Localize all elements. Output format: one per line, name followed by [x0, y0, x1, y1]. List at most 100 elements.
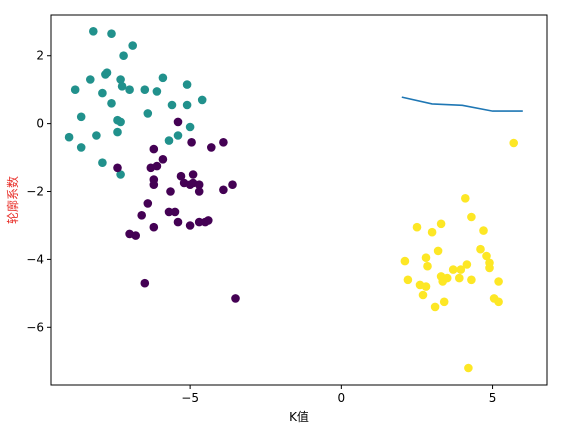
scatter-point-cluster-1: [158, 73, 168, 83]
scatter-point-cluster-1: [119, 51, 128, 60]
scatter-point-cluster-1: [125, 85, 134, 94]
scatter-point-cluster-2: [185, 180, 195, 189]
scatter-point-cluster-3: [448, 265, 458, 274]
scatter-point-cluster-3: [400, 256, 410, 266]
scatter-point-cluster-1: [140, 85, 150, 94]
scatter-point-cluster-1: [167, 100, 177, 110]
scatter-point-cluster-1: [86, 75, 95, 84]
scatter-point-cluster-2: [187, 138, 196, 147]
scatter-point-cluster-3: [418, 290, 428, 300]
scatter-point-cluster-2: [131, 231, 140, 240]
x-tick-label: −5: [181, 391, 199, 405]
scatter-point-cluster-1: [98, 158, 107, 167]
scatter-point-cluster-1: [107, 29, 116, 38]
y-tick-label: −2: [26, 185, 44, 199]
scatter-point-cluster-3: [423, 261, 432, 271]
scatter-point-cluster-2: [158, 155, 168, 164]
scatter-point-cluster-3: [509, 138, 518, 148]
scatter-point-cluster-2: [149, 180, 159, 189]
scatter-point-cluster-1: [64, 132, 74, 142]
scatter-point-cluster-3: [462, 260, 472, 269]
scatter-point-cluster-3: [482, 251, 491, 261]
scatter-point-cluster-2: [204, 216, 213, 225]
scatter-point-cluster-2: [194, 217, 204, 227]
scatter-point-cluster-1: [152, 87, 162, 96]
scatter-point-cluster-1: [197, 95, 207, 105]
scatter-point-cluster-1: [116, 75, 125, 84]
scatter-point-cluster-3: [464, 363, 473, 373]
scatter-point-cluster-1: [70, 85, 80, 94]
scatter-point-cluster-2: [137, 211, 146, 220]
scatter-point-cluster-2: [170, 207, 180, 217]
scatter-point-cluster-3: [467, 212, 476, 222]
scatter-point-cluster-3: [439, 297, 449, 307]
scatter-point-cluster-1: [116, 117, 125, 127]
scatter-point-cluster-2: [194, 187, 204, 196]
y-tick-label: −4: [26, 252, 44, 266]
scatter-point-cluster-3: [456, 265, 466, 274]
scatter-point-cluster-2: [219, 138, 228, 147]
scatter-point-cluster-2: [164, 207, 174, 217]
scatter-point-cluster-2: [113, 163, 122, 173]
scatter-point-cluster-1: [128, 41, 137, 50]
scatter-point-cluster-2: [166, 187, 175, 196]
scatter-point-cluster-3: [479, 226, 488, 235]
scatter-point-cluster-1: [182, 80, 192, 89]
scatter-point-cluster-2: [176, 171, 186, 181]
scatter-point-cluster-2: [152, 161, 162, 171]
y-tick-label: 2: [36, 49, 44, 63]
plot-marks: [64, 27, 523, 373]
scatter-point-cluster-1: [164, 136, 174, 145]
scatter-point-cluster-3: [412, 222, 422, 232]
x-tick-label: 0: [338, 391, 346, 405]
scatter-point-cluster-3: [467, 275, 476, 285]
scatter-point-cluster-1: [116, 170, 125, 179]
scatter-point-cluster-2: [188, 170, 198, 179]
x-tick-label: 5: [489, 391, 497, 405]
scatter-point-cluster-3: [421, 282, 431, 291]
scatter-point-cluster-2: [149, 144, 159, 154]
scatter-point-cluster-3: [494, 277, 503, 286]
scatter-point-cluster-1: [182, 100, 192, 110]
scatter-point-cluster-2: [231, 294, 240, 303]
scatter-point-cluster-2: [173, 117, 183, 127]
scatter-point-cluster-1: [76, 112, 86, 122]
scatter-point-cluster-2: [219, 185, 228, 195]
scatter-point-cluster-1: [107, 99, 116, 108]
scatter-point-cluster-2: [194, 180, 204, 189]
scatter-point-cluster-3: [476, 244, 485, 254]
x-axis-ticks: −5 0 5: [181, 385, 496, 405]
y-axis-ticks: 2 0 −2 −4 −6: [26, 49, 51, 334]
scatter-point-cluster-1: [89, 27, 98, 36]
scatter-point-cluster-3: [494, 297, 503, 307]
scatter-point-cluster-2: [207, 143, 216, 152]
scatter-point-cluster-1: [102, 68, 112, 77]
scatter-point-cluster-3: [433, 246, 443, 256]
scatter-point-cluster-3: [403, 275, 413, 285]
line-series: [401, 96, 523, 112]
scatter-point-cluster-1: [92, 131, 101, 140]
scatter-point-cluster-2: [140, 278, 150, 288]
plot-frame: [50, 14, 548, 386]
scatter-point-cluster-1: [98, 88, 107, 98]
scatter-point-cluster-2: [143, 199, 153, 208]
x-axis-label: K值: [289, 409, 309, 424]
scatter-point-cluster-1: [117, 82, 127, 91]
scatter-point-cluster-3: [485, 263, 494, 273]
scatter-point-cluster-3: [436, 219, 446, 229]
scatter-point-cluster-2: [173, 217, 183, 227]
scatter-point-cluster-1: [185, 122, 195, 132]
y-axis-label: 轮廓系数: [5, 176, 20, 224]
scatter-point-cluster-1: [143, 109, 153, 118]
scatter-point-cluster-3: [455, 273, 464, 283]
scatter-point-cluster-2: [228, 180, 237, 189]
scatter-point-cluster-3: [442, 273, 452, 283]
scatter-point-cluster-3: [427, 227, 437, 237]
scatter-point-cluster-3: [421, 253, 431, 262]
y-tick-label: −6: [26, 320, 44, 334]
y-tick-label: 0: [36, 117, 44, 131]
scatter-point-cluster-1: [173, 131, 183, 140]
scatter-point-cluster-2: [185, 221, 195, 230]
scatter-point-cluster-3: [430, 302, 440, 312]
